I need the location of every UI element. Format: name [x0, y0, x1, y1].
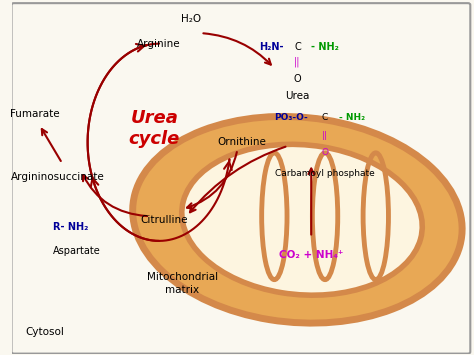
Text: PO₃-O-: PO₃-O- [274, 113, 308, 122]
Ellipse shape [182, 144, 422, 295]
Text: C: C [294, 42, 301, 52]
Text: H₂O: H₂O [181, 14, 201, 24]
Text: Fumarate: Fumarate [10, 109, 59, 119]
Text: Urea: Urea [285, 92, 310, 102]
Text: Urea
cycle: Urea cycle [129, 109, 180, 148]
Text: CO₂ + NH₄⁺: CO₂ + NH₄⁺ [279, 250, 344, 260]
Ellipse shape [133, 116, 462, 323]
Text: O: O [293, 74, 301, 84]
Text: Mitochondrial
matrix: Mitochondrial matrix [146, 272, 218, 295]
Text: - NH₂: - NH₂ [339, 113, 365, 122]
Text: - NH₂: - NH₂ [311, 42, 339, 52]
Text: ||: || [322, 131, 328, 140]
Text: ||: || [294, 56, 301, 66]
FancyBboxPatch shape [11, 3, 470, 354]
Text: Arginine: Arginine [137, 39, 181, 49]
Text: Carbamoyl phosphate: Carbamoyl phosphate [275, 169, 375, 179]
Text: Cytosol: Cytosol [26, 327, 64, 338]
Text: R- NH₂: R- NH₂ [53, 222, 89, 232]
Text: Ornithine: Ornithine [218, 137, 266, 147]
Text: O: O [321, 148, 328, 157]
Text: C: C [322, 113, 328, 122]
Text: H₂N-: H₂N- [259, 42, 283, 52]
Text: Argininosuccinate: Argininosuccinate [11, 173, 104, 182]
Text: Aspartate: Aspartate [53, 246, 101, 256]
Text: Citrulline: Citrulline [140, 215, 187, 225]
